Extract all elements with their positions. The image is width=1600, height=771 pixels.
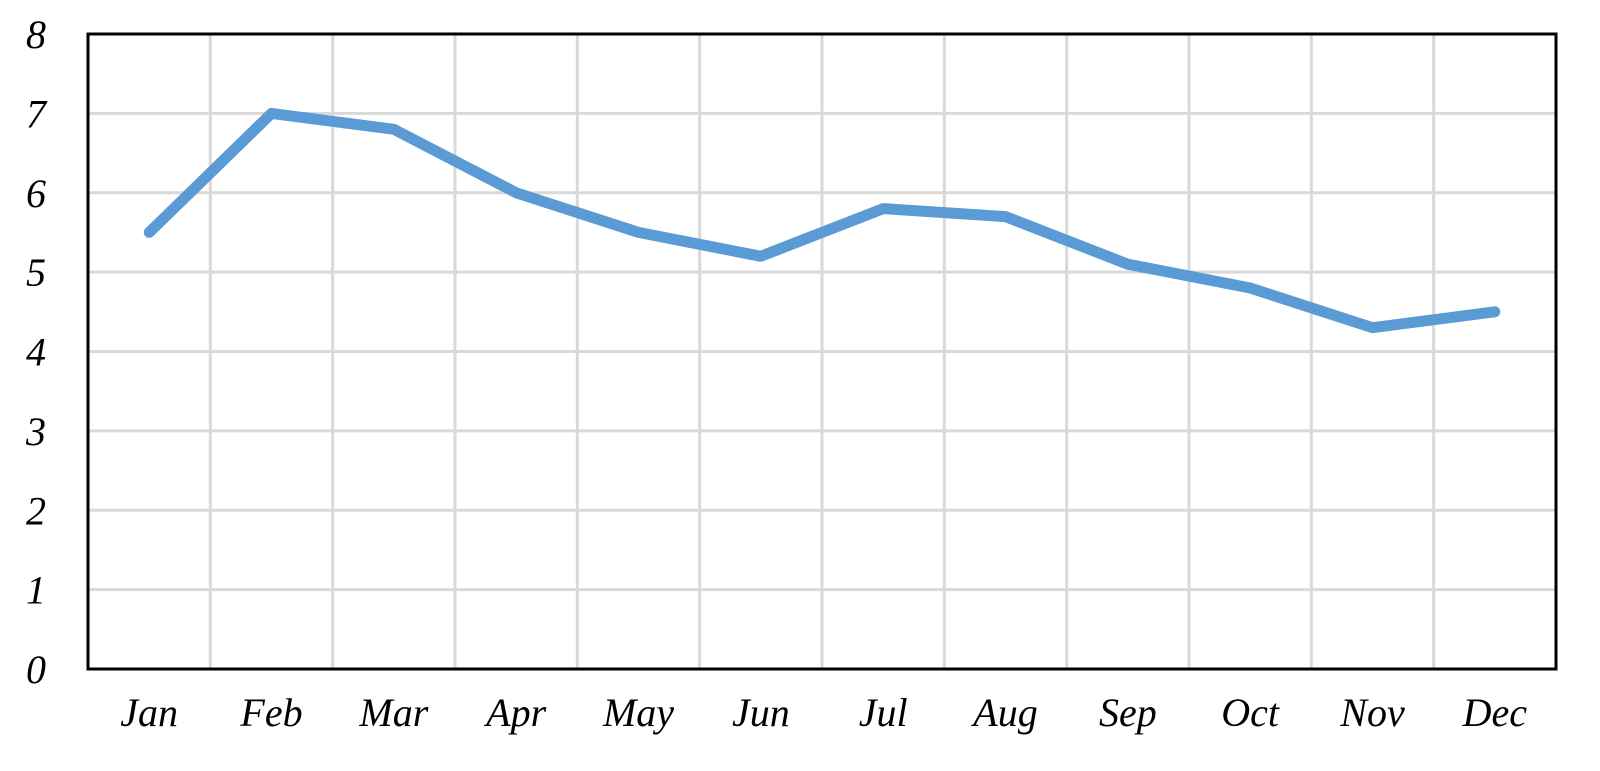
y-tick-label-4: 4 (26, 330, 46, 375)
x-tick-label-jan: Jan (120, 690, 178, 735)
x-tick-label-may: May (602, 690, 674, 735)
data-point-jan (147, 230, 152, 235)
x-tick-label-nov: Nov (1339, 690, 1405, 735)
y-tick-label-6: 6 (26, 171, 46, 216)
data-point-sep (1125, 262, 1130, 267)
x-tick-label-mar: Mar (358, 690, 428, 735)
x-tick-label-apr: Apr (483, 690, 546, 735)
gridlines (88, 34, 1556, 669)
data-point-feb (269, 111, 274, 116)
data-point-jul (881, 206, 886, 211)
y-tick-label-2: 2 (26, 488, 46, 533)
x-tick-label-dec: Dec (1462, 690, 1528, 735)
x-tick-label-oct: Oct (1221, 690, 1280, 735)
data-point-may (636, 230, 641, 235)
x-tick-label-jun: Jun (732, 690, 790, 735)
x-tick-label-feb: Feb (239, 690, 302, 735)
x-tick-label-aug: Aug (970, 690, 1037, 735)
y-tick-label-1: 1 (26, 568, 46, 613)
data-point-jun (758, 254, 763, 259)
data-point-apr (514, 190, 519, 195)
data-point-oct (1248, 286, 1253, 290)
data-point-dec (1492, 309, 1497, 314)
x-tick-label-jul: Jul (859, 690, 908, 735)
data-point-nov (1370, 325, 1375, 330)
x-axis-tick-labels: Jan Feb Mar Apr May Jun Jul Aug Sep Oct Nov Dec (120, 690, 1527, 735)
x-tick-label-sep: Sep (1099, 690, 1157, 735)
y-tick-label-7: 7 (26, 91, 48, 136)
y-tick-label-8: 8 (26, 12, 46, 57)
series-layer (143, 107, 1501, 334)
y-tick-label-5: 5 (26, 250, 46, 295)
plot-area-frame (86, 32, 1558, 671)
data-point-aug (1003, 214, 1008, 219)
y-tick-label-0: 0 (26, 647, 46, 692)
y-tick-label-3: 3 (25, 409, 46, 454)
series-line-0 (143, 107, 1501, 334)
data-point-mar (391, 127, 396, 132)
y-axis-tick-labels: 0 1 2 3 4 5 6 7 8 (25, 12, 48, 692)
